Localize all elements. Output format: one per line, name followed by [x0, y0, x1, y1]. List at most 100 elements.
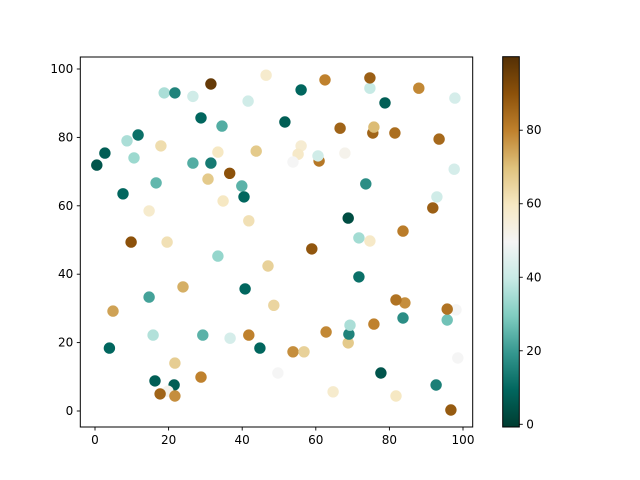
data-point	[452, 352, 464, 364]
data-point	[342, 212, 354, 224]
data-point	[279, 116, 291, 128]
data-point	[430, 379, 442, 391]
data-point	[205, 157, 217, 169]
data-point	[125, 236, 137, 248]
data-point	[117, 188, 129, 200]
colorbar: 0 20 40 60 80	[502, 56, 542, 431]
x-tick-label: 40	[235, 433, 250, 447]
data-point	[344, 319, 356, 331]
data-point	[433, 133, 445, 145]
data-point	[161, 236, 173, 248]
data-point	[295, 84, 307, 96]
x-axis-ticks: 0 20 40 60 80 100	[91, 427, 474, 447]
data-point	[397, 312, 409, 324]
data-point	[158, 87, 170, 99]
data-point	[342, 337, 354, 349]
data-point	[320, 326, 332, 338]
y-tick-label: 0	[66, 404, 74, 418]
y-tick-label: 40	[58, 267, 73, 281]
data-point	[103, 342, 116, 354]
data-point	[441, 314, 453, 326]
data-point	[195, 371, 207, 383]
data-point	[375, 367, 387, 379]
data-point	[205, 78, 217, 90]
colorbar-tick-label: 40	[526, 270, 541, 284]
y-tick-label: 80	[58, 130, 73, 144]
data-point	[334, 122, 346, 134]
data-point	[187, 90, 199, 103]
data-point	[343, 328, 355, 340]
data-point	[445, 404, 457, 416]
data-point	[154, 388, 166, 400]
x-tick-label: 100	[452, 433, 475, 447]
data-point	[217, 195, 229, 207]
data-point	[397, 225, 409, 237]
data-point	[150, 177, 162, 189]
data-point	[132, 129, 144, 141]
y-tick-label: 60	[58, 199, 73, 213]
y-tick-label: 20	[58, 336, 73, 350]
data-point	[147, 329, 159, 341]
data-point	[450, 304, 462, 316]
data-point	[364, 72, 376, 84]
data-point	[390, 390, 402, 402]
colorbar-tick-label: 20	[526, 344, 541, 358]
data-point	[197, 329, 209, 341]
data-point	[254, 342, 266, 354]
data-point	[441, 303, 453, 315]
data-point	[399, 297, 411, 309]
data-point	[224, 332, 236, 344]
data-point	[353, 271, 365, 283]
x-tick-label: 20	[161, 433, 176, 447]
colorbar-tick-label: 80	[526, 123, 541, 137]
data-point	[239, 283, 251, 295]
data-point	[353, 232, 365, 244]
data-point	[389, 127, 401, 139]
data-point	[107, 305, 119, 317]
data-point	[143, 291, 155, 303]
colorbar-tick-label: 60	[526, 197, 541, 211]
data-point	[242, 95, 254, 107]
data-point	[364, 82, 376, 94]
scatter-points	[91, 69, 464, 416]
x-tick-label: 0	[91, 433, 99, 447]
data-point	[202, 173, 214, 185]
data-point	[169, 357, 181, 369]
data-point	[155, 140, 167, 152]
x-tick-label: 80	[382, 433, 397, 447]
data-point	[128, 152, 140, 164]
data-point	[298, 346, 310, 358]
data-point	[91, 159, 103, 171]
data-point	[149, 375, 161, 387]
data-point	[368, 318, 380, 330]
data-point	[212, 146, 224, 158]
data-point	[250, 145, 262, 157]
data-point	[216, 120, 228, 132]
data-point	[238, 191, 250, 203]
data-point	[187, 157, 199, 169]
data-point	[143, 205, 155, 217]
data-point	[449, 92, 461, 104]
data-point	[169, 390, 181, 402]
data-point	[339, 147, 351, 159]
data-point	[364, 235, 376, 247]
colorbar-gradient-bar	[502, 56, 520, 427]
data-point	[413, 82, 425, 94]
y-tick-label: 100	[50, 62, 73, 76]
data-point	[312, 150, 324, 162]
plot-border	[79, 56, 474, 428]
data-point	[306, 243, 318, 255]
axes-box	[79, 56, 474, 428]
data-point	[287, 346, 299, 358]
data-point	[212, 250, 224, 262]
data-point	[236, 180, 248, 192]
data-point	[243, 215, 255, 227]
data-point	[243, 329, 255, 341]
data-point	[195, 112, 207, 124]
data-point	[448, 163, 460, 175]
data-point	[224, 167, 236, 179]
data-point	[177, 281, 189, 293]
data-point	[319, 74, 331, 86]
